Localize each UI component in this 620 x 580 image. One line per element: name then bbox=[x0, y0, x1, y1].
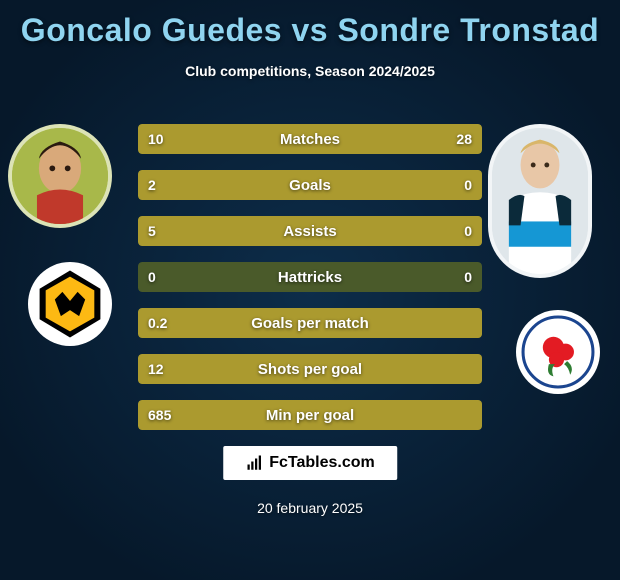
stat-bar-left-fill bbox=[138, 308, 482, 338]
stats-panel: 1028Matches 20Goals 50Assists 00Hattricks 0.… bbox=[138, 124, 482, 446]
stat-bar-left-fill bbox=[138, 354, 482, 384]
stat-row: 685Min per goal bbox=[138, 400, 482, 430]
stat-row: 12Shots per goal bbox=[138, 354, 482, 384]
stat-row: 0.2Goals per match bbox=[138, 308, 482, 338]
stat-row: 00Hattricks bbox=[138, 262, 482, 292]
player1-club-crest bbox=[28, 262, 112, 346]
player2-face-icon bbox=[492, 128, 588, 274]
stat-bar-left-fill bbox=[138, 400, 482, 430]
brand-label: FcTables.com bbox=[269, 454, 375, 472]
brand-badge: FcTables.com bbox=[223, 446, 397, 480]
stat-bar-bg bbox=[138, 262, 482, 292]
blackburn-crest-icon bbox=[520, 314, 596, 390]
comparison-card: Goncalo Guedes vs Sondre Tronstad Club c… bbox=[0, 0, 620, 580]
stat-bar-right-fill bbox=[227, 124, 482, 154]
stat-bar-left-fill bbox=[138, 216, 482, 246]
stat-row: 50Assists bbox=[138, 216, 482, 246]
stat-row: 1028Matches bbox=[138, 124, 482, 154]
stat-bar-left-fill bbox=[138, 170, 482, 200]
chart-icon bbox=[245, 454, 263, 472]
player1-avatar bbox=[8, 124, 112, 228]
stat-bar-left-fill bbox=[138, 124, 227, 154]
player1-face-icon bbox=[12, 128, 108, 224]
stat-row: 20Goals bbox=[138, 170, 482, 200]
player2-avatar bbox=[488, 124, 592, 278]
subtitle: Club competitions, Season 2024/2025 bbox=[0, 63, 620, 79]
wolves-crest-icon bbox=[32, 266, 108, 342]
player2-club-crest bbox=[516, 310, 600, 394]
page-title: Goncalo Guedes vs Sondre Tronstad bbox=[0, 12, 620, 49]
date-label: 20 february 2025 bbox=[257, 500, 363, 516]
